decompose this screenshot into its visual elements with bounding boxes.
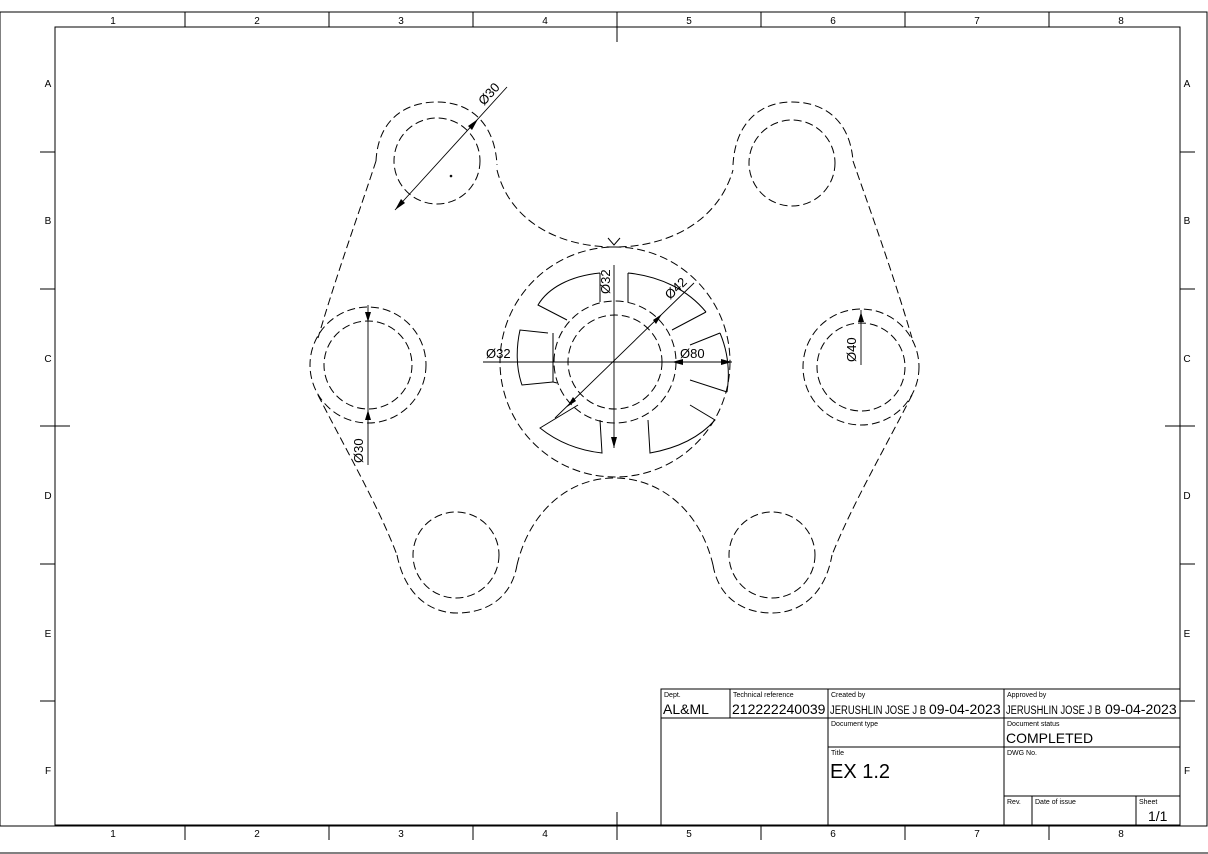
hole-top-right: [748, 119, 836, 207]
techref-value: 212222240039: [732, 701, 826, 717]
row-label: C: [1183, 354, 1190, 365]
part-geometry: [309, 101, 920, 614]
right-flank-lower: [831, 394, 913, 556]
hole-top-left: [393, 117, 481, 205]
column-labels-top: 1 2 3 4 5 6 7 8: [110, 16, 1124, 27]
bottom-center-arc: [516, 477, 714, 566]
right-flank-upper: [852, 160, 913, 339]
row-label: D: [1183, 491, 1190, 502]
row-label: A: [45, 79, 52, 90]
dimensions: Ø30 Ø30 Ø40 Ø32 Ø80 Ø32: [351, 80, 864, 465]
docstatus-label: Document status: [1007, 721, 1060, 728]
rev-label: Rev.: [1007, 799, 1021, 806]
top-right-lobe: [732, 101, 854, 166]
sheet-label: Sheet: [1139, 799, 1157, 806]
row-label: F: [45, 766, 51, 777]
col-label: 2: [254, 829, 260, 840]
col-label: 4: [542, 16, 548, 27]
dim-hub: Ø32 Ø80 Ø32 Ø42: [483, 265, 732, 448]
left-flank-upper: [317, 160, 377, 339]
col-label: 7: [974, 16, 980, 27]
techref-label: Technical reference: [733, 692, 794, 699]
col-label: 8: [1118, 16, 1124, 27]
col-label: 7: [974, 829, 980, 840]
row-label: F: [1184, 766, 1190, 777]
centre-dot: [449, 174, 453, 178]
column-labels-bottom: 1 2 3 4 5 6 7 8: [110, 829, 1124, 840]
sheet-value: 1/1: [1148, 808, 1168, 824]
right-boss-outer: [802, 308, 920, 426]
col-label: 3: [398, 829, 404, 840]
dim-label: Ø40: [844, 337, 859, 362]
left-flank-lower: [317, 394, 398, 556]
drawing-frame: 1 2 3 4 5 6 7 8 1 2 3 4 5 6 7 8 A B C D …: [0, 11, 1208, 854]
slotted-ring: [516, 272, 729, 454]
row-label: E: [1184, 629, 1191, 640]
bottom-left-lobe: [396, 554, 518, 614]
col-label: 6: [830, 16, 836, 27]
issue-label: Date of issue: [1035, 799, 1076, 806]
row-label: C: [44, 354, 51, 365]
row-labels-right: A B C D E F: [1183, 79, 1190, 777]
created-name: JERUSHLIN JOSE J B: [830, 705, 926, 717]
created-label: Created by: [831, 692, 866, 699]
dept-value: AL&ML: [663, 701, 709, 717]
col-label: 4: [542, 829, 548, 840]
top-apex-marker: [607, 237, 621, 246]
col-label: 1: [110, 16, 116, 27]
title-value: EX 1.2: [830, 761, 890, 783]
top-center-scallop: [496, 169, 734, 248]
dwg-label: DWG No.: [1007, 750, 1037, 757]
top-left-lobe: [375, 101, 498, 166]
approved-label: Approved by: [1007, 692, 1047, 699]
dim-label: Ø32: [486, 346, 511, 361]
row-label: A: [1184, 79, 1191, 90]
dim-label: Ø30: [351, 438, 366, 463]
title-label: Title: [831, 750, 844, 757]
bottom-right-lobe: [712, 554, 833, 614]
col-label: 8: [1118, 829, 1124, 840]
approved-name: JERUSHLIN JOSE J B: [1006, 705, 1101, 717]
col-label: 6: [830, 829, 836, 840]
dim-label: Ø42: [662, 274, 690, 302]
dim-label: Ø32: [598, 269, 613, 294]
col-label: 5: [686, 16, 692, 27]
col-label: 3: [398, 16, 404, 27]
dim-right-hole: Ø40: [844, 310, 864, 365]
column-ticks: [184, 12, 1050, 840]
doctype-label: Document type: [831, 721, 878, 728]
dim-label: Ø30: [475, 80, 503, 108]
title-block: Dept. AL&ML Technical reference 21222224…: [660, 688, 1181, 826]
docstatus-value: COMPLETED: [1006, 730, 1093, 746]
row-label: B: [45, 216, 52, 227]
row-ticks: [40, 151, 1195, 702]
row-labels-left: A B C D E F: [44, 79, 51, 777]
row-label: D: [44, 491, 51, 502]
col-label: 2: [254, 16, 260, 27]
approved-date: 09-04-2023: [1105, 701, 1177, 717]
dept-label: Dept.: [664, 692, 681, 699]
dim-left-hole: Ø30: [351, 305, 371, 465]
hole-bottom-left: [412, 511, 500, 599]
col-label: 1: [110, 829, 116, 840]
col-label: 5: [686, 829, 692, 840]
outer-border: [0, 11, 1208, 827]
row-label: B: [1184, 216, 1191, 227]
hole-bottom-right: [728, 511, 816, 599]
row-label: E: [45, 629, 52, 640]
created-date: 09-04-2023: [929, 701, 1001, 717]
dim-top-left-hole: Ø30: [394, 80, 508, 211]
dim-label: Ø80: [680, 346, 705, 361]
